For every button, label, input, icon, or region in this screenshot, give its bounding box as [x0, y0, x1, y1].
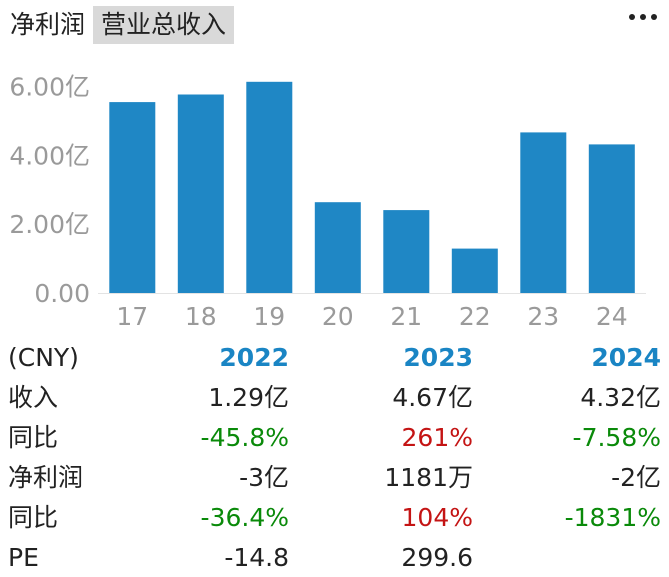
bar[interactable] [451, 248, 498, 293]
table-row: 同比 -45.8% 261% -7.58% [0, 418, 669, 458]
bar[interactable] [109, 102, 156, 293]
table-cell: 261% [401, 423, 473, 452]
tab-revenue[interactable]: 营业总收入 [93, 6, 235, 44]
y-tick-label: 0.00 [34, 279, 90, 308]
year-header: 2024 [591, 343, 661, 372]
more-dot [651, 14, 657, 20]
table-cell: -45.8% [200, 423, 289, 452]
bar[interactable] [383, 210, 430, 293]
x-tick-label: 22 [459, 302, 491, 331]
row-label: 净利润 [8, 463, 84, 492]
x-tick-label: 23 [527, 302, 559, 331]
y-tick-label: 4.00亿 [9, 141, 90, 170]
table-cell: -3亿 [239, 463, 289, 492]
table-cell: 104% [401, 503, 473, 532]
table-cell: -7.58% [572, 423, 661, 452]
more-dot [640, 14, 646, 20]
bar[interactable] [520, 132, 567, 293]
revenue-bar-chart: 0.00 2.00亿 4.00亿 6.00亿 17 18 19 20 21 22 23 24 [9, 73, 646, 331]
row-label: 同比 [8, 503, 59, 532]
table-header-row: (CNY) 2022 2023 2024 [0, 338, 669, 378]
row-label: PE [8, 543, 39, 572]
table-cell: 4.67亿 [392, 383, 473, 412]
currency-label: (CNY) [8, 343, 79, 372]
y-tick-label: 6.00亿 [9, 73, 90, 102]
bar[interactable] [246, 81, 293, 293]
financial-table: (CNY) 2022 2023 2024 收入 1.29亿 4.67亿 4.32亿同比… [0, 338, 669, 577]
x-tick-label: 20 [322, 302, 354, 331]
bar[interactable] [177, 94, 224, 294]
y-tick-label: 2.00亿 [9, 210, 90, 239]
more-dot [629, 14, 635, 20]
row-label: 收入 [8, 383, 59, 412]
table-row: 净利润 -3亿 1181万 -2亿 [0, 458, 669, 498]
table-cell: 1181万 [384, 463, 473, 492]
tab-net-profit[interactable]: 净利润 [10, 10, 86, 39]
x-tick-label: 17 [116, 302, 148, 331]
year-header: 2022 [219, 343, 289, 372]
x-tick-label: 18 [185, 302, 217, 331]
x-tick-label: 21 [390, 302, 422, 331]
bar[interactable] [588, 144, 635, 293]
table-cell: -36.4% [200, 503, 289, 532]
table-cell: 1.29亿 [208, 383, 289, 412]
table-cell: -2亿 [611, 463, 661, 492]
row-label: 同比 [8, 423, 59, 452]
table-row: PE -14.8 299.6 [0, 538, 669, 577]
table-cell: -1831% [564, 503, 661, 532]
table-cell: 4.32亿 [580, 383, 661, 412]
more-options-icon[interactable] [629, 14, 657, 20]
year-header: 2023 [403, 343, 473, 372]
table-row: 同比 -36.4% 104% -1831% [0, 498, 669, 538]
x-tick-label: 19 [253, 302, 285, 331]
table-cell: -14.8 [224, 543, 289, 572]
table-row: 收入 1.29亿 4.67亿 4.32亿 [0, 378, 669, 418]
metric-tabs: 净利润 营业总收入 [8, 6, 235, 44]
x-tick-label: 24 [596, 302, 628, 331]
bar[interactable] [314, 202, 361, 293]
table-cell: 299.6 [401, 543, 473, 572]
